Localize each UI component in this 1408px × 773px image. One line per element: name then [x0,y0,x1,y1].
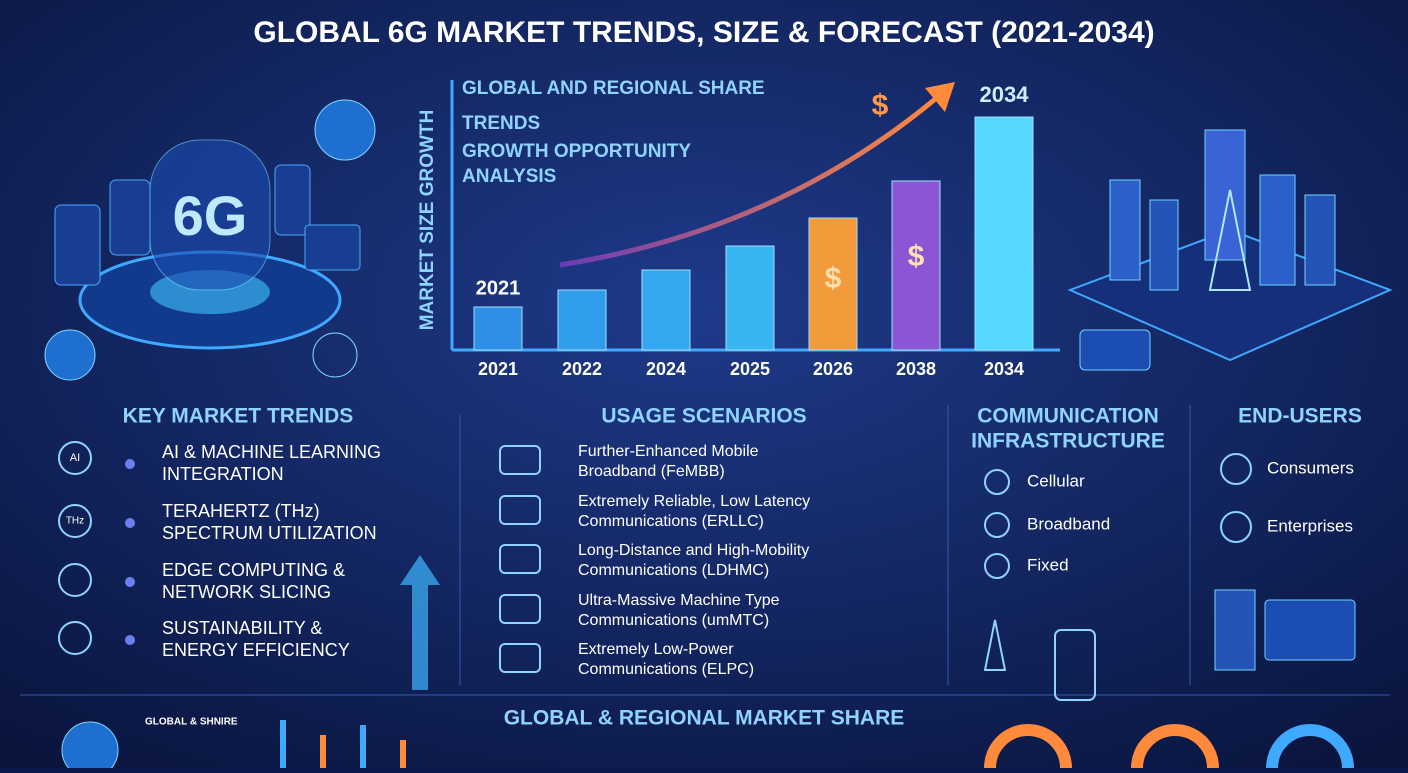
trend-text: NETWORK SLICING [162,582,331,602]
illustration-right [1067,129,1393,371]
section-title: GLOBAL & REGIONAL MARKET SHARE [504,707,905,730]
x-tick-label: 2022 [562,359,602,379]
annotation: 2034 [980,82,1030,107]
scenario-text: Communications (LDHMC) [578,562,769,579]
growth-arrowhead [925,82,955,112]
illustration-left: 6G [44,99,376,381]
scenario-text: Communications (ERLLC) [578,513,764,530]
bar [974,116,1034,351]
bar [891,180,941,351]
bar [641,269,691,351]
infra-text: Cellular [1027,471,1085,490]
y-axis-label: MARKET SIZE GROWTH [417,110,438,331]
currency-mark: $ [908,240,925,273]
bar [473,306,523,351]
x-tick-label: 2026 [813,359,853,379]
scenario-text: Extremely Reliable, Low Latency [578,493,810,510]
annotation: 2021 [476,277,521,299]
legend-line: TRENDS [462,113,540,134]
hero-label: 6G [173,184,248,247]
section-title: COMMUNICATION [977,405,1159,428]
growth-arrow [559,93,942,268]
trend-text: ENERGY EFFICIENCY [162,640,350,660]
infra-icon [984,512,1010,538]
bullet [125,635,135,645]
dividers [20,405,1390,696]
x-tick-label: 2025 [730,359,770,379]
section-title: USAGE SCENARIOS [601,405,806,428]
scenario-text: Communications (ELPC) [578,661,754,678]
section-title: KEY MARKET TRENDS [123,405,354,428]
infra-text: Fixed [1027,555,1069,574]
scenario-icon [499,643,541,673]
scenario-text: Broadband (FeMBB) [578,463,725,480]
trend-text: EDGE COMPUTING & [162,560,345,580]
infrastructure: Cellular Broadband Fixed [983,469,1110,701]
bullet [125,518,135,528]
legend-line: GROWTH OPPORTUNITY [462,141,691,162]
icon-label: AI [70,452,80,464]
scenario-icon [499,594,541,624]
end-users: Consumers Enterprises [1214,453,1356,671]
scenario-icon [499,544,541,574]
trend-text: AI & MACHINE LEARNING [162,442,381,462]
caption: GLOBAL & SHNIRE [145,717,238,728]
infra-icon [984,469,1010,495]
usage-scenarios: Further-Enhanced Mobile Broadband (FeMBB)… [499,443,810,678]
scenario-text: Long-Distance and High-Mobility [578,542,809,559]
bullet [125,577,135,587]
bar [557,289,607,351]
legend-line: GLOBAL AND REGIONAL SHARE [462,78,765,99]
x-tick-label: 2021 [478,359,518,379]
trend-text: SUSTAINABILITY & [162,618,322,638]
scenario-icon [499,445,541,475]
infra-icon [984,553,1010,579]
trend-text: TERAHERTZ (THz) [162,501,320,521]
section-title: END-USERS [1238,405,1362,428]
x-tick-label: 2024 [646,359,686,379]
user-text: Enterprises [1267,516,1353,535]
trend-text: INTEGRATION [162,464,284,484]
user-icon [1220,511,1252,543]
scenario-text: Communications (umMTC) [578,612,769,629]
trend-text: SPECTRUM UTILIZATION [162,523,377,543]
section-title: INFRASTRUCTURE [971,430,1165,453]
bullet [125,459,135,469]
page-title: GLOBAL 6G MARKET TRENDS, SIZE & FORECAST… [253,16,1154,49]
icon-label: THz [66,516,84,527]
x-tick-label: 2038 [896,359,936,379]
legend-line: ANALYSIS [462,166,556,187]
x-tick-label: 2034 [984,359,1024,379]
scenario-icon [499,495,541,525]
currency-mark: $ [825,262,842,295]
infra-text: Broadband [1027,514,1110,533]
currency-mark: $ [872,89,889,122]
user-text: Consumers [1267,458,1354,477]
scenario-text: Extremely Low-Power [578,641,734,658]
scenario-text: Further-Enhanced Mobile [578,443,759,460]
bar-chart: MARKET SIZE GROWTH GLOBAL AND REGIONAL S… [417,78,1060,379]
user-icon [1220,453,1252,485]
bar [725,245,775,351]
bar [808,217,858,351]
scenario-text: Ultra-Massive Machine Type [578,592,780,609]
